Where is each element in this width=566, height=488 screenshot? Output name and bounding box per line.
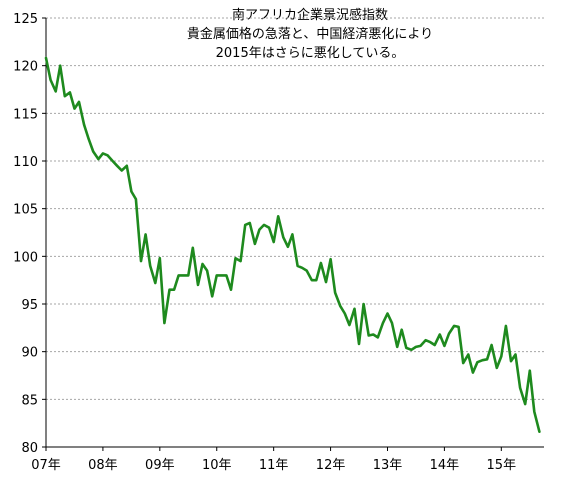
y-tick-label: 90 xyxy=(21,346,38,361)
y-tick-label: 120 xyxy=(13,60,38,75)
chart-title: 南アフリカ企業景況感指数 貴金属価格の急落と、中国経済悪化により 2015年はさ… xyxy=(150,6,470,63)
x-tick-label: 11年 xyxy=(259,458,289,473)
y-tick-label: 110 xyxy=(13,155,38,170)
x-axis-ticks: 07年 08年 09年 10年 11年 12年 13年 14年 15年 xyxy=(31,447,516,473)
axes xyxy=(45,18,544,448)
series-line xyxy=(44,56,541,434)
y-tick-label: 80 xyxy=(21,441,38,456)
x-tick-label: 14年 xyxy=(430,458,460,473)
y-tick-label: 85 xyxy=(21,393,38,408)
series-group xyxy=(44,56,541,434)
x-tick-label: 13年 xyxy=(373,458,403,473)
chart-title-line-2: 貴金属価格の急落と、中国経済悪化により xyxy=(186,27,434,42)
x-tick-label: 09年 xyxy=(145,458,175,473)
x-tick-label: 07年 xyxy=(31,458,61,473)
y-tick-label: 95 xyxy=(21,298,38,313)
y-tick-label: 100 xyxy=(13,250,38,265)
chart-title-line-1: 南アフリカ企業景況感指数 xyxy=(231,8,388,23)
y-tick-label: 125 xyxy=(13,12,38,27)
gridlines xyxy=(46,17,544,400)
y-tick-label: 105 xyxy=(13,203,38,218)
x-tick-label: 15年 xyxy=(487,458,517,473)
x-tick-label: 08年 xyxy=(88,458,118,473)
y-tick-label: 115 xyxy=(13,107,38,122)
y-axis-ticks: 80 85 90 95 100 105 110 115 120 125 xyxy=(13,12,46,456)
x-tick-label: 12年 xyxy=(316,458,346,473)
x-tick-label: 10年 xyxy=(202,458,232,473)
chart-title-line-3: 2015年はさらに悪化している。 xyxy=(215,46,405,61)
